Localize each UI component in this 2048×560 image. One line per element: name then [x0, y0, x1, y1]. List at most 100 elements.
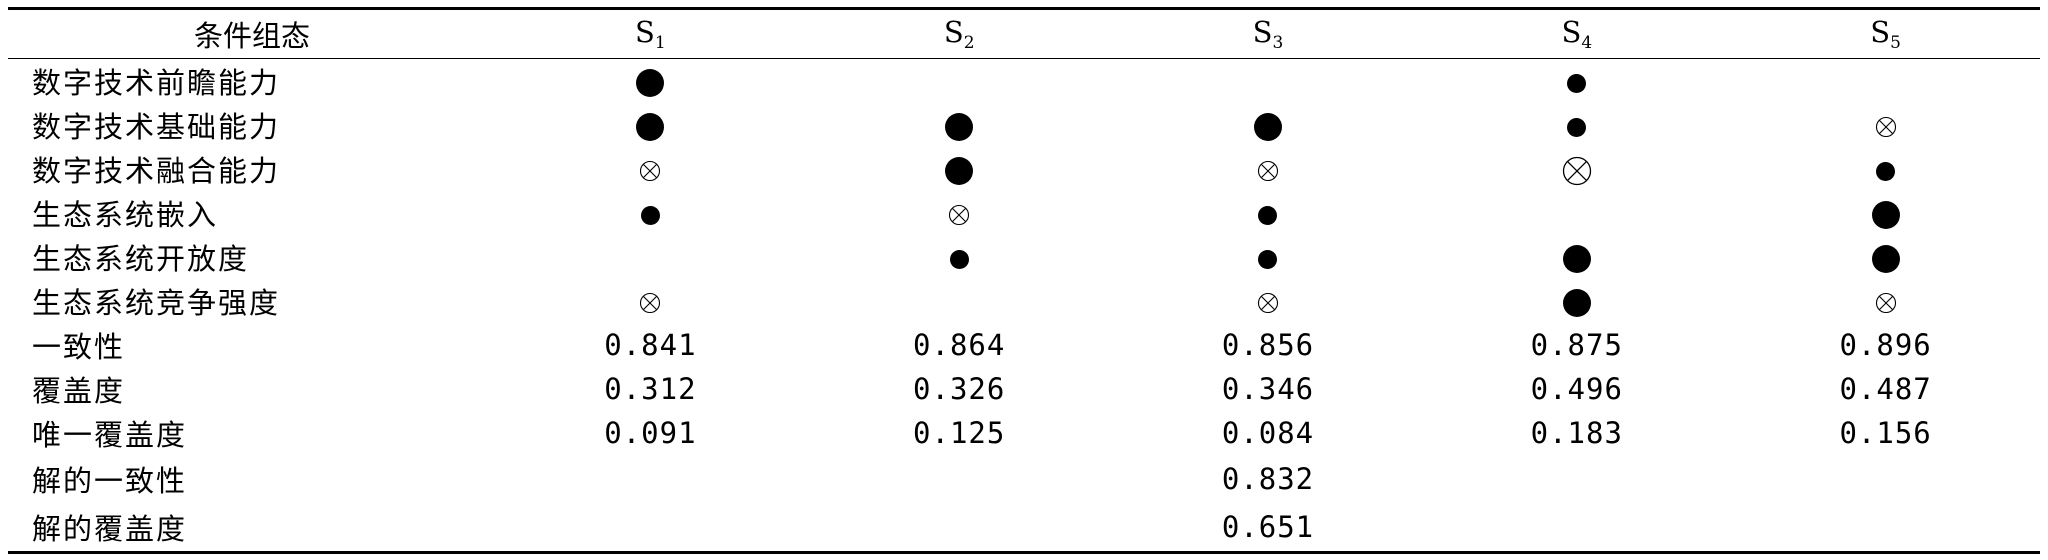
peripheral-absent-icon [639, 160, 661, 182]
metric-label: 唯一覆盖度 [32, 418, 188, 452]
metric-value: 0.312 [604, 372, 697, 406]
solution-row-coverage: 解的覆盖度 0.651 [8, 503, 2040, 553]
condition-cell [1422, 147, 1731, 191]
metric-value: 0.856 [1221, 328, 1315, 362]
solution-row-consistency: 解的一致性 0.832 [8, 455, 2040, 503]
condition-label: 数字技术融合能力 [32, 154, 281, 188]
condition-label: 数字技术前瞻能力 [32, 66, 281, 100]
condition-cell [805, 147, 1114, 191]
metric-value: 0.864 [913, 328, 1006, 362]
condition-cell [805, 191, 1114, 235]
core-present-icon [945, 157, 974, 185]
condition-row: 生态系统竞争强度 [8, 279, 2040, 323]
condition-cell [496, 103, 805, 147]
peripheral-present-icon [1258, 249, 1278, 269]
peripheral-present-icon [1876, 161, 1896, 181]
metric-value: 0.156 [1839, 416, 1932, 450]
peripheral-present-icon [1567, 117, 1587, 137]
core-present-icon [945, 113, 974, 141]
core-present-icon [1253, 113, 1282, 141]
metric-value: 0.487 [1839, 372, 1932, 406]
metric-value: 0.091 [604, 416, 697, 450]
peripheral-present-icon [949, 249, 969, 269]
core-present-icon [636, 69, 665, 97]
core-present-icon [1871, 245, 1900, 273]
condition-cell [1422, 191, 1731, 235]
peripheral-absent-icon [1257, 292, 1279, 314]
peripheral-absent-icon [639, 292, 661, 314]
peripheral-absent-icon [948, 204, 970, 226]
solution-value: 0.832 [1221, 462, 1315, 496]
condition-cell [1422, 279, 1731, 323]
metric-row-coverage: 覆盖度 0.312 0.326 0.346 0.496 0.487 [8, 367, 2040, 411]
condition-cell [1114, 59, 1423, 104]
condition-cell [805, 235, 1114, 279]
core-present-icon [1562, 289, 1591, 317]
header-solution-2: S2 [943, 15, 975, 53]
condition-cell [1114, 191, 1423, 235]
metric-value: 0.125 [913, 416, 1006, 450]
metric-value: 0.841 [604, 328, 697, 362]
condition-cell [805, 279, 1114, 323]
header-solution-1: S1 [635, 15, 666, 53]
peripheral-absent-icon [1875, 292, 1897, 314]
metric-row-consistency: 一致性 0.841 0.864 0.856 0.875 0.896 [8, 323, 2040, 367]
condition-row: 生态系统嵌入 [8, 191, 2040, 235]
solution-label: 解的一致性 [32, 464, 188, 498]
peripheral-present-icon [640, 205, 660, 225]
metric-value: 0.084 [1221, 416, 1315, 450]
metric-value: 0.346 [1221, 372, 1315, 406]
condition-cell [1731, 147, 2040, 191]
condition-row: 数字技术融合能力 [8, 147, 2040, 191]
metric-value: 0.896 [1839, 328, 1932, 362]
condition-cell [1114, 279, 1423, 323]
condition-cell [805, 103, 1114, 147]
peripheral-present-icon [1567, 73, 1587, 93]
condition-cell [1731, 103, 2040, 147]
core-present-icon [636, 113, 665, 141]
header-solution-4: S4 [1561, 15, 1593, 53]
condition-cell [1731, 191, 2040, 235]
metric-row-unique-coverage: 唯一覆盖度 0.091 0.125 0.084 0.183 0.156 [8, 411, 2040, 455]
condition-row: 数字技术基础能力 [8, 103, 2040, 147]
solution-label: 解的覆盖度 [32, 512, 188, 546]
condition-cell [1731, 59, 2040, 104]
metric-label: 一致性 [32, 330, 126, 364]
condition-label: 生态系统开放度 [32, 242, 250, 276]
condition-label: 生态系统竞争强度 [32, 286, 281, 320]
condition-row: 数字技术前瞻能力 [8, 59, 2040, 104]
condition-cell [496, 191, 805, 235]
core-absent-icon [1562, 156, 1592, 186]
configuration-table: 条件组态 S1 S2 S3 S4 S5 数字技术前瞻能力 数字技术基础能力 数字… [8, 7, 2040, 554]
metric-value: 0.496 [1530, 372, 1623, 406]
core-present-icon [1562, 245, 1591, 273]
metric-value: 0.326 [913, 372, 1006, 406]
condition-cell [1114, 103, 1423, 147]
condition-row: 生态系统开放度 [8, 235, 2040, 279]
condition-cell [1731, 235, 2040, 279]
condition-cell [496, 59, 805, 104]
solution-value: 0.651 [1221, 510, 1315, 544]
header-row: 条件组态 S1 S2 S3 S4 S5 [8, 8, 2040, 59]
condition-cell [1731, 279, 2040, 323]
core-present-icon [1871, 201, 1900, 229]
peripheral-absent-icon [1257, 160, 1279, 182]
condition-cell [496, 279, 805, 323]
condition-cell [805, 59, 1114, 104]
metric-label: 覆盖度 [32, 374, 126, 408]
condition-cell [1114, 235, 1423, 279]
condition-cell [496, 235, 805, 279]
condition-cell [496, 147, 805, 191]
peripheral-present-icon [1258, 205, 1278, 225]
condition-cell [1422, 235, 1731, 279]
metric-value: 0.875 [1530, 328, 1623, 362]
header-solution-5: S5 [1870, 15, 1901, 53]
peripheral-absent-icon [1875, 116, 1897, 138]
condition-cell [1422, 103, 1731, 147]
metric-value: 0.183 [1530, 416, 1623, 450]
header-config-label: 条件组态 [193, 19, 310, 53]
condition-cell [1114, 147, 1423, 191]
condition-label: 数字技术基础能力 [32, 110, 281, 144]
condition-cell [1422, 59, 1731, 104]
condition-label: 生态系统嵌入 [32, 198, 219, 232]
